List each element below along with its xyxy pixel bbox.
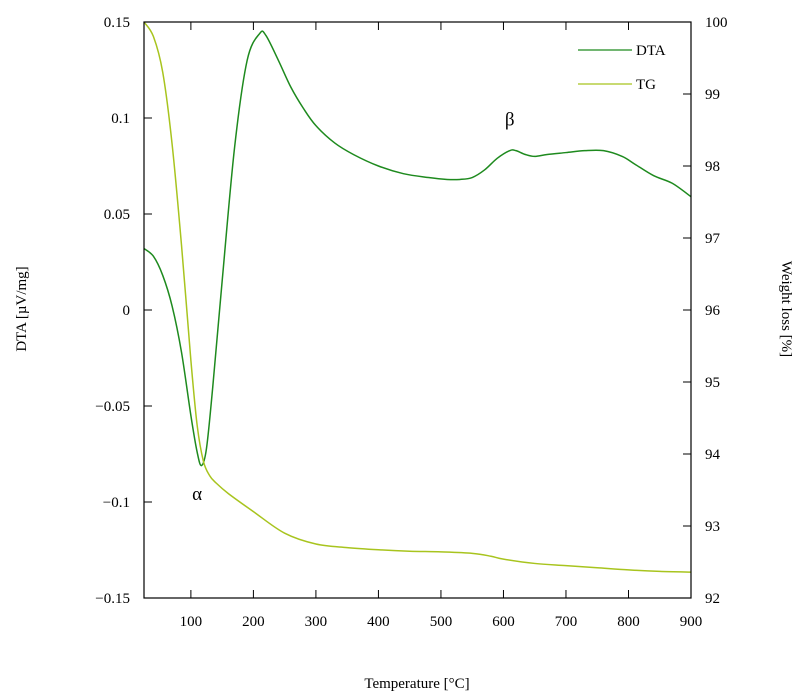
x-tick-label: 400 [367,614,390,630]
y-axis-left-label: DTA [µV/mg] [14,266,30,351]
y-right-tick-label: 92 [705,591,720,607]
x-tick-label: 100 [180,614,203,630]
y-right-tick-label: 98 [705,159,720,175]
x-axis-label: Temperature [°C] [364,676,469,692]
peak-annotations: αβ [192,110,514,505]
plot-frame [143,21,692,599]
y-right-tick-label: 100 [705,15,728,31]
y-left-tick-label: 0.05 [104,207,130,223]
y-left-tick-label: 0.1 [111,111,130,127]
axis-ticks: 100 200 300 400 500 600 700 800 900 0.15 0.1 0.05 0 −… [95,15,727,630]
y-right-tick-label: 94 [705,447,721,463]
y-right-tick-label: 95 [705,375,720,391]
x-tick-label: 600 [492,614,515,630]
x-tick-label: 300 [305,614,328,630]
x-tick-label: 800 [617,614,640,630]
y-right-tick-label: 99 [705,87,720,103]
y-left-tick-label: −0.1 [103,495,130,511]
plot-border [143,21,692,599]
legend-dta-label: DTA [636,43,666,59]
y-right-tick-label: 97 [705,231,721,247]
legend: DTA TG [578,43,666,93]
y-left-tick-label: −0.15 [95,591,130,607]
y-left-tick-label: 0 [123,303,131,319]
x-tick-label: 700 [555,614,578,630]
series-line-dta [143,30,692,467]
x-tick-label: 900 [680,614,703,630]
y-right-tick-label: 96 [705,303,721,319]
y-left-tick-label: 0.15 [104,15,130,31]
x-tick-label: 500 [430,614,453,630]
x-tick-label: 200 [242,614,265,630]
peak-label-beta: β [505,110,515,131]
y-left-tick-label: −0.05 [95,399,130,415]
legend-tg-label: TG [636,77,656,93]
y-right-tick-label: 93 [705,519,720,535]
series-line-tg [143,21,692,573]
chart-marks [143,21,692,573]
y-axis-right-label: Weight loss [%] [778,261,794,357]
peak-label-alpha: α [192,484,202,505]
